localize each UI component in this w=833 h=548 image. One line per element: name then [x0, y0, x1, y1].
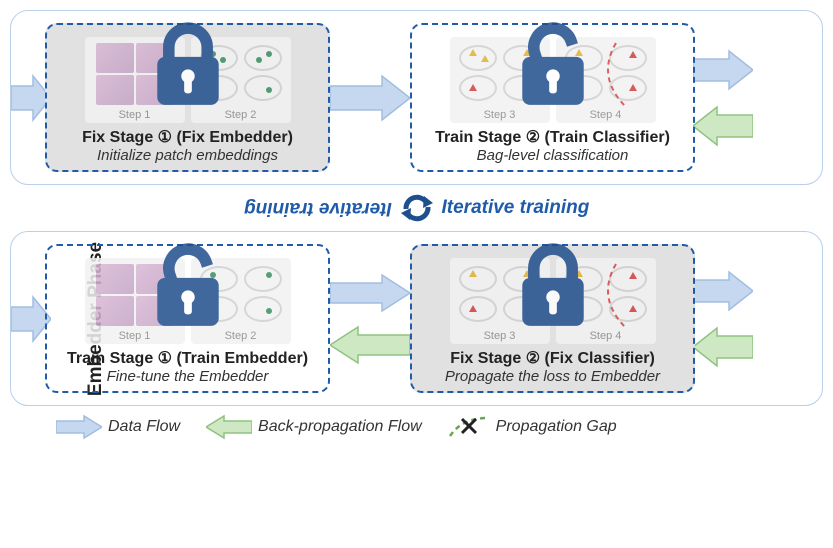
legend-backprop-label: Back-propagation Flow — [258, 418, 422, 436]
fix-classifier-box: Step 3 Step — [410, 244, 695, 393]
train-embedder-title: Train Stage ① (Train Embedder) — [59, 348, 316, 368]
train-classifier-title: Train Stage ② (Train Classifier) — [424, 127, 681, 147]
data-flow-arrow — [330, 269, 410, 317]
train-embedder-subtitle: Fine-tune the Embedder — [59, 368, 316, 385]
legend-gap-label: Propagation Gap — [496, 418, 617, 436]
data-flow-arrow — [693, 266, 753, 316]
fix-classifier-subtitle: Propagate the loss to Embedder — [424, 368, 681, 385]
unlocked-icon — [140, 240, 236, 341]
embedder-phase: Embedder Phase Step 1 — [10, 231, 823, 406]
train-embedder-box: Step 1 Step 2 — [45, 244, 330, 393]
data-flow-arrow-icon — [56, 414, 102, 440]
legend-data-flow-label: Data Flow — [108, 418, 180, 436]
data-flow-arrow — [330, 68, 410, 128]
legend: Data Flow Back-propagation Flow Propagat… — [10, 414, 823, 440]
fix-classifier-visual: Step 3 Step — [424, 254, 681, 344]
train-classifier-box: Step 3 Step — [410, 23, 695, 172]
classifier-phase: Classifier Phase Step 1 — [10, 10, 823, 185]
locked-icon — [140, 19, 236, 120]
backprop-arrow — [693, 322, 753, 372]
fix-embedder-subtitle: Initialize patch embeddings — [59, 147, 316, 164]
train-classifier-visual: Step 3 Step — [424, 33, 681, 123]
unlocked-icon — [505, 19, 601, 120]
cycle-icon — [400, 193, 434, 223]
fix-classifier-title: Fix Stage ② (Fix Classifier) — [424, 348, 681, 368]
gap-icon — [448, 414, 490, 440]
fix-embedder-title: Fix Stage ① (Fix Embedder) — [59, 127, 316, 147]
backprop-arrow — [330, 321, 410, 369]
legend-backprop: Back-propagation Flow — [206, 414, 422, 440]
embedder-row: Step 1 Step 2 — [57, 244, 812, 393]
iterative-label-mirror: Iterative training — [244, 197, 392, 219]
legend-gap: Propagation Gap — [448, 414, 617, 440]
locked-icon — [505, 240, 601, 341]
backprop-arrow-icon — [206, 414, 252, 440]
fix-embedder-box: Step 1 Step 2 — [45, 23, 330, 172]
train-embedder-visual: Step 1 Step 2 — [59, 254, 316, 344]
iterative-row: Iterative training Iterative training — [10, 193, 823, 223]
data-flow-arrow — [693, 45, 753, 95]
iterative-label: Iterative training — [442, 197, 590, 219]
train-classifier-subtitle: Bag-level classification — [424, 147, 681, 164]
backprop-arrow — [693, 101, 753, 151]
fix-embedder-visual: Step 1 Step 2 — [59, 33, 316, 123]
classifier-row: Step 1 Step 2 — [57, 23, 812, 172]
legend-data-flow: Data Flow — [56, 414, 180, 440]
